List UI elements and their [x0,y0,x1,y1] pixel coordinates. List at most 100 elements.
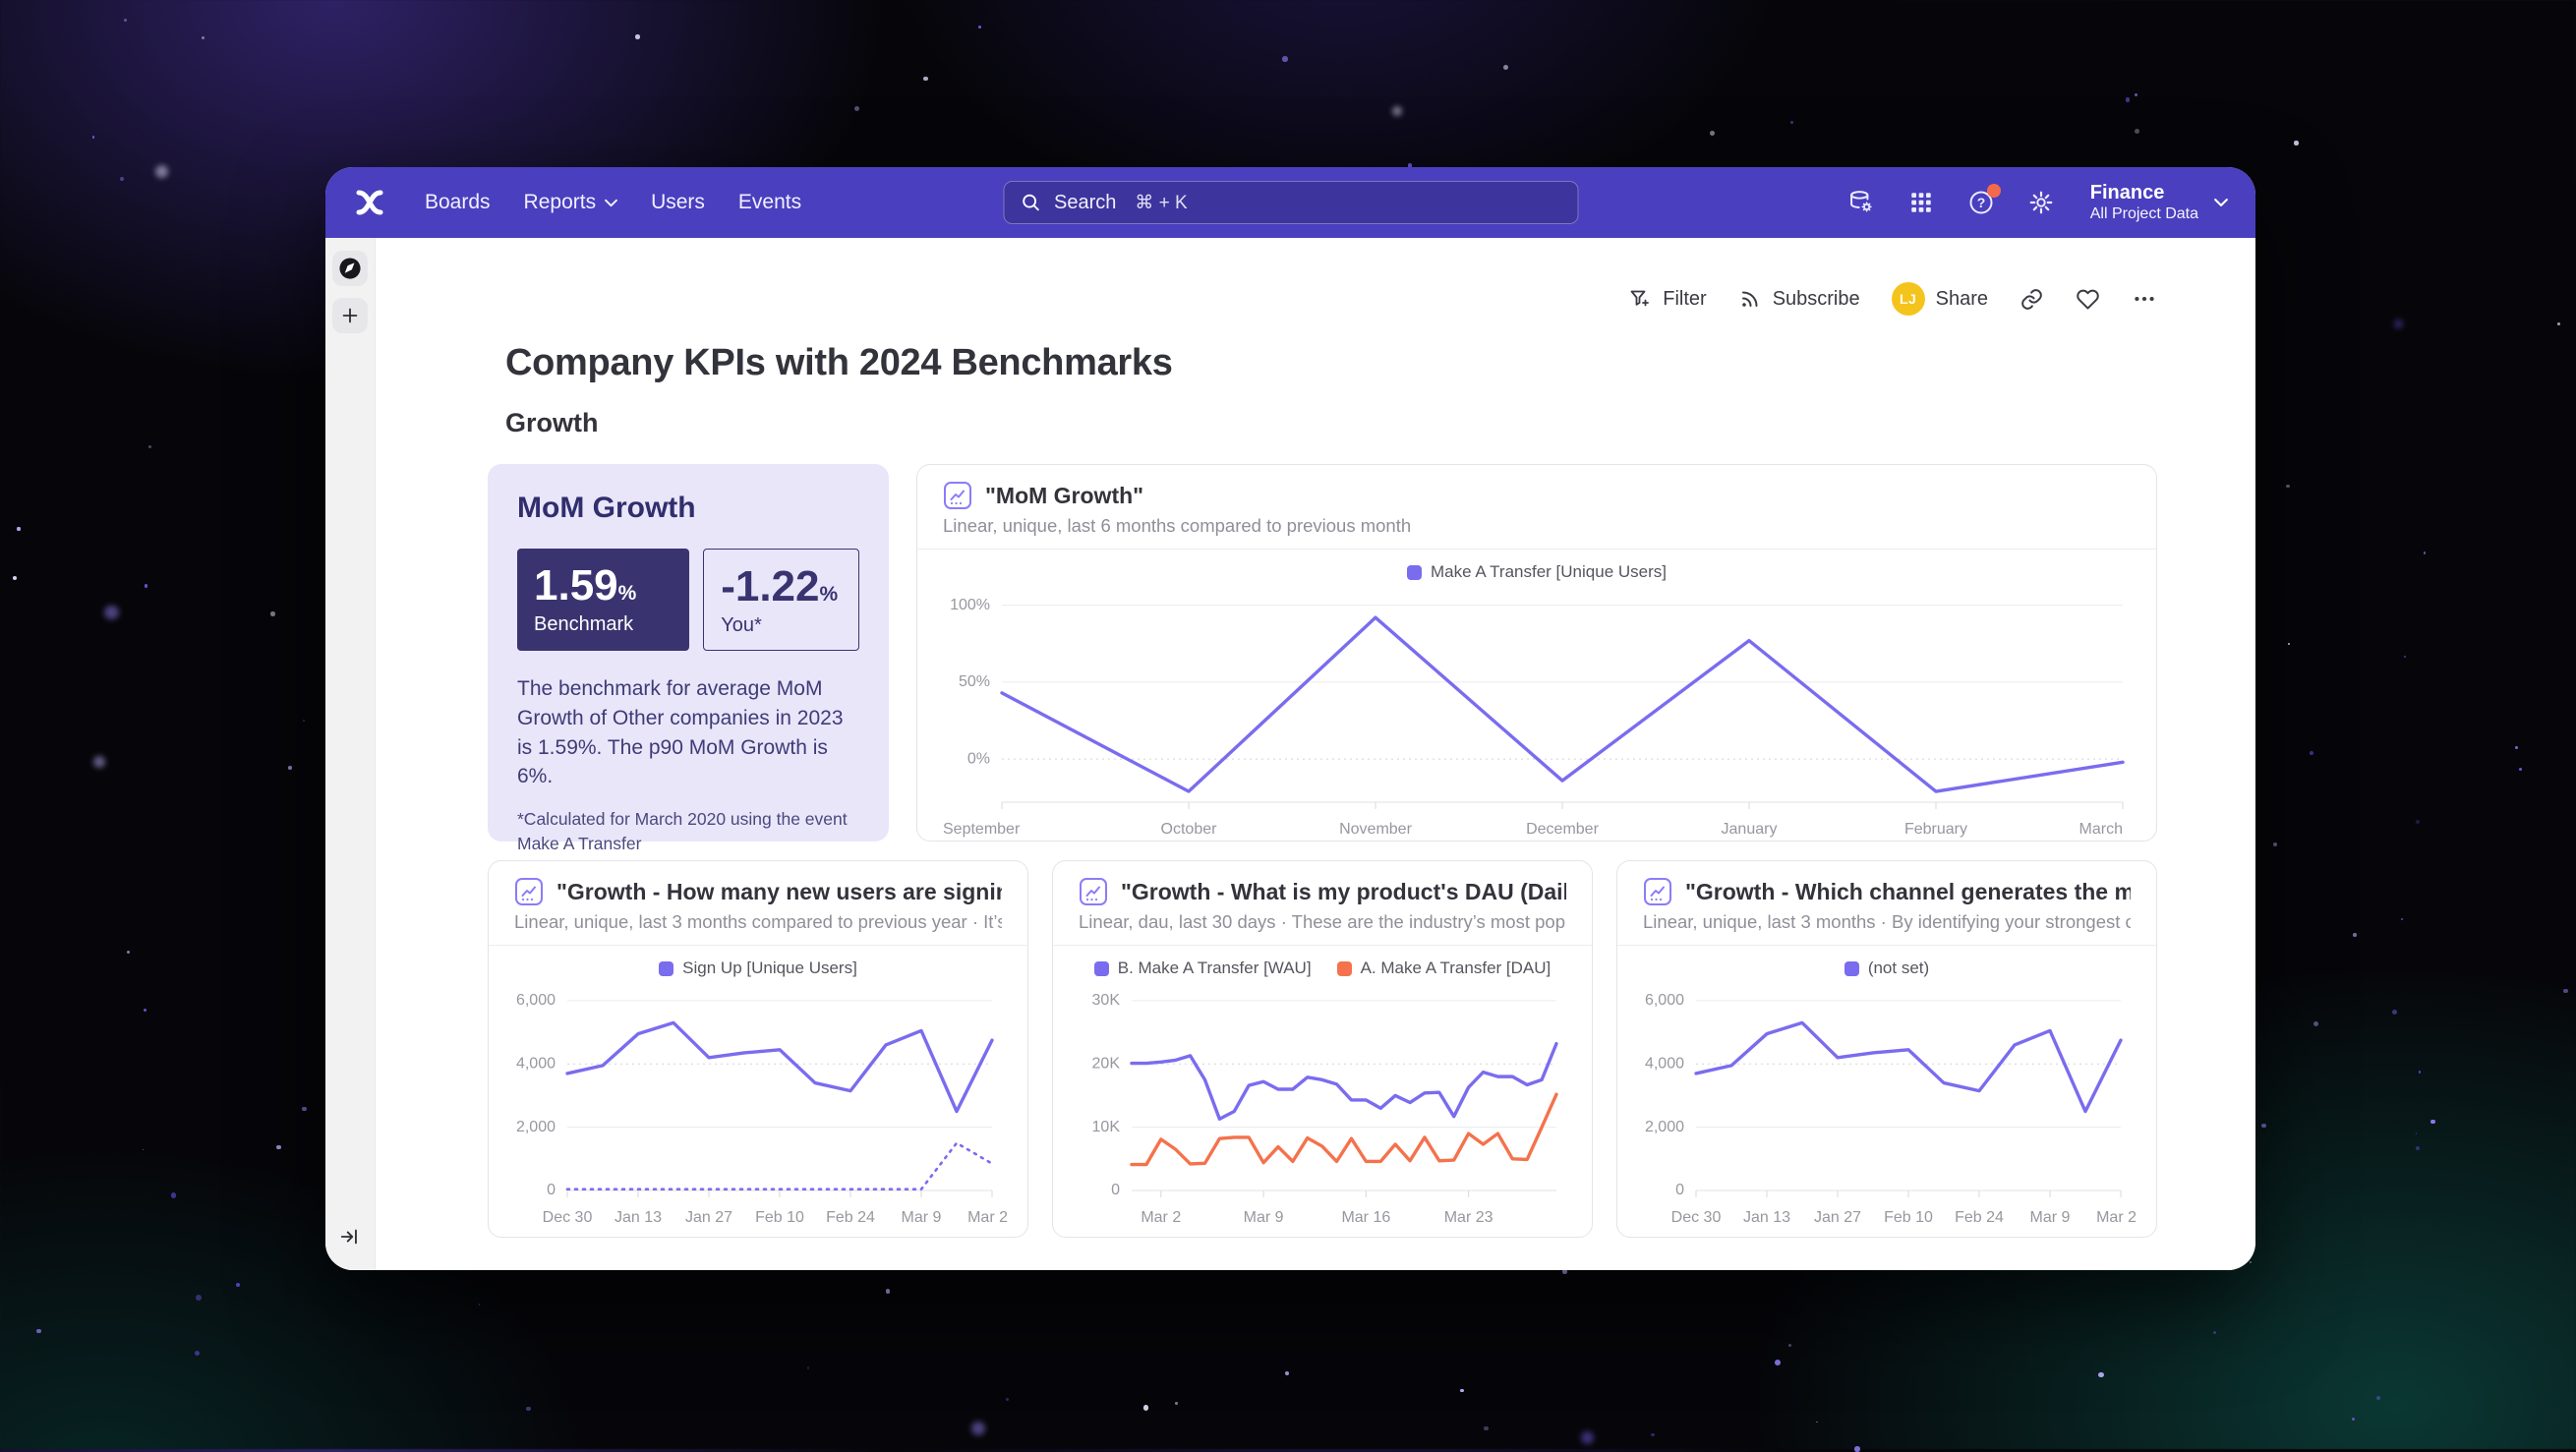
more-icon [2132,286,2157,312]
svg-text:Mar 23: Mar 23 [2096,1209,2137,1226]
svg-text:?: ? [1976,195,1985,210]
svg-text:Jan 13: Jan 13 [1743,1209,1790,1226]
boards-nav-button[interactable] [332,251,368,286]
help-button[interactable]: ? [1964,186,1998,219]
data-management-button[interactable] [1844,186,1878,219]
nav-item-label: Events [738,191,801,214]
chart-card-header: "Growth - Which channel generates the mo… [1617,861,2156,946]
avatar: LJ [1892,282,1925,316]
legend-swatch [659,961,673,976]
stat-unit: % [820,583,839,606]
nav-item-reports[interactable]: Reports [507,191,635,214]
stat-label: Benchmark [534,613,673,636]
funnel-plus-icon [1628,287,1652,311]
stat-unit: % [618,582,637,605]
share-button[interactable]: LJ Share [1892,282,1988,316]
filter-button[interactable]: Filter [1628,287,1706,311]
svg-text:Feb 24: Feb 24 [826,1209,875,1226]
mom-growth-chart[interactable]: 100% 50% 0% September October November Decembe… [937,584,2137,842]
share-label: Share [1936,288,1988,311]
chart-title: "Growth - How many new users are signing… [556,879,1002,905]
svg-text:Mar 23: Mar 23 [1444,1209,1493,1226]
data-gear-icon [1847,189,1875,216]
chart-card-header: "Growth - What is my product's DAU (Dai l… [1053,861,1592,946]
svg-text:6,000: 6,000 [516,992,556,1009]
svg-text:0: 0 [1111,1182,1120,1198]
create-board-button[interactable] [332,298,368,333]
chart-card-dau[interactable]: "Growth - What is my product's DAU (Dai l… [1052,860,1593,1238]
benchmark-footnote: *Calculated for March 2020 using the eve… [517,807,859,855]
svg-text:30K: 30K [1092,992,1121,1009]
svg-text:Mar 9: Mar 9 [2030,1209,2071,1226]
chart-card-signups[interactable]: "Growth - How many new users are signing… [488,860,1028,1238]
channels-chart[interactable]: 6,000 4,000 2,000 0 Dec 30 Jan 13 Jan 27 Feb 10… [1637,980,2137,1237]
board-toolbar: Filter Subscribe LJ Share [488,281,2157,317]
svg-text:Feb 10: Feb 10 [1884,1209,1933,1226]
svg-text:Mar 9: Mar 9 [902,1209,942,1226]
chevron-down-icon [605,199,617,207]
svg-text:Jan 27: Jan 27 [1814,1209,1861,1226]
global-search-input[interactable]: Search ⌘ + K [1003,181,1578,224]
svg-text:Dec 30: Dec 30 [543,1209,593,1226]
chart-legend: B. Make A Transfer [WAU] A. Make A Transf… [1073,958,1572,978]
svg-text:20K: 20K [1092,1055,1121,1072]
favorite-button[interactable] [2076,287,2100,312]
search-icon [1020,192,1041,213]
app-window: Boards Reports Users Events Search ⌘ + K [325,167,2255,1270]
nav-item-label: Reports [524,191,597,214]
svg-text:4,000: 4,000 [516,1055,556,1072]
legend-item[interactable]: A. Make A Transfer [DAU] [1337,958,1551,978]
nav-item-boards[interactable]: Boards [408,191,507,214]
expand-sidebar-button[interactable] [332,1219,368,1254]
nav-item-events[interactable]: Events [722,191,818,214]
settings-button[interactable] [2024,186,2058,219]
subscribe-button[interactable]: Subscribe [1738,287,1860,311]
chart-card-channels[interactable]: "Growth - Which channel generates the mo… [1616,860,2157,1238]
svg-text:October: October [1161,821,1218,838]
svg-text:Mar 9: Mar 9 [1244,1209,1284,1226]
stat-value: 1.59 [534,561,618,610]
settings-gear-icon [2027,189,2055,216]
benchmark-card-title: MoM Growth [517,492,859,525]
apps-grid-button[interactable] [1904,186,1938,219]
svg-text:September: September [943,821,1021,838]
legend-swatch [1094,961,1109,976]
signups-chart[interactable]: 6,000 4,000 2,000 0 Dec 30 Jan 13 Jan 27 Feb 10… [508,980,1008,1237]
chart-title: "Growth - Which channel generates the mo… [1685,879,2131,905]
compass-icon [337,256,363,281]
line-chart-icon [1643,877,1672,906]
chart-subtitle: Linear, unique, last 6 months compared t… [943,515,2131,537]
legend-item[interactable]: Sign Up [Unique Users] [659,958,857,978]
nav-item-users[interactable]: Users [634,191,722,214]
chart-card-header: "Growth - How many new users are signing… [489,861,1027,946]
heart-icon [2076,287,2100,312]
chart-card-header: "MoM Growth" Linear, unique, last 6 mont… [917,465,2156,550]
benchmark-card: MoM Growth 1.59% Benchmark -1.22% You* T… [488,464,889,842]
legend-swatch [1337,961,1352,976]
filter-label: Filter [1663,288,1706,311]
chart-title: "MoM Growth" [985,483,1143,509]
chart-card-mom-growth[interactable]: "MoM Growth" Linear, unique, last 6 mont… [916,464,2157,842]
project-switcher[interactable]: Finance All Project Data [2090,181,2228,223]
dau-chart[interactable]: 30K 20K 10K 0 Mar 2 Mar 9 Mar 16 Mar 23 [1073,980,1572,1237]
plus-icon [339,305,361,326]
more-options-button[interactable] [2132,286,2157,312]
legend-item[interactable]: Make A Transfer [Unique Users] [1407,562,1667,582]
legend-swatch [1844,961,1859,976]
svg-text:2,000: 2,000 [516,1119,556,1135]
svg-text:February: February [1904,821,1967,838]
notification-badge [1987,184,2001,198]
link-icon [2020,287,2044,312]
svg-text:10K: 10K [1092,1119,1121,1135]
subscribe-label: Subscribe [1773,288,1860,311]
legend-item[interactable]: B. Make A Transfer [WAU] [1094,958,1312,978]
copy-link-button[interactable] [2020,287,2044,312]
mixpanel-logo-icon[interactable] [353,186,386,219]
stat-value: -1.22 [721,562,819,610]
rss-icon [1738,287,1762,311]
chevron-down-icon [2214,198,2228,207]
benchmark-description: The benchmark for average MoM Growth of … [517,674,859,791]
legend-label: Make A Transfer [Unique Users] [1431,562,1667,582]
legend-item[interactable]: (not set) [1844,958,1929,978]
nav-item-label: Users [651,191,705,214]
